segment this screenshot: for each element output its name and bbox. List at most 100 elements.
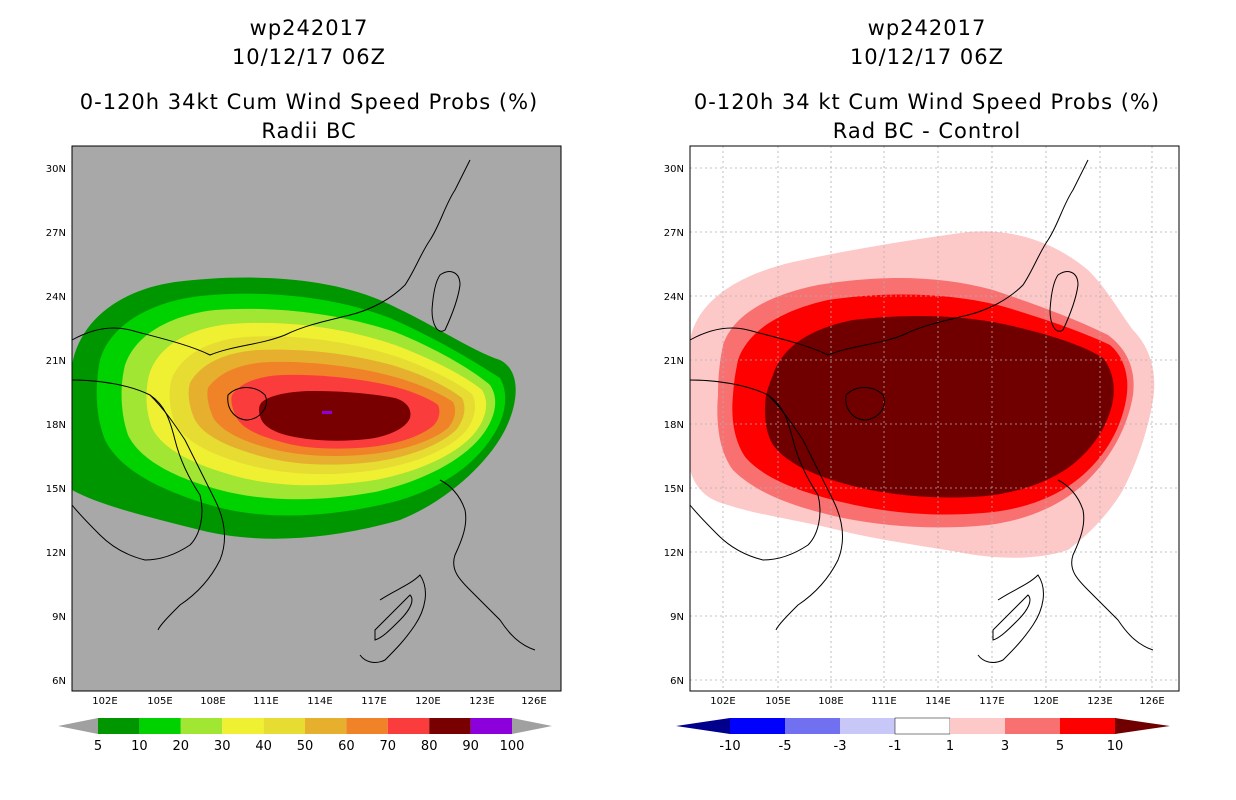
colorbar-swatch-70 [387, 718, 430, 734]
y-tick-21n: 21N [664, 356, 684, 367]
storm-id: wp242017 [249, 16, 369, 40]
chart-subtitle: Radii BC [261, 119, 357, 143]
y-tick-30n: 30N [46, 164, 66, 175]
x-tick-111e: 111E [253, 696, 278, 707]
probability-contours [72, 277, 516, 539]
coastline-taiwan [431, 271, 461, 332]
coastlines [71, 159, 536, 663]
x-tick-117e: 117E [361, 696, 386, 707]
x-tick-108e: 108E [818, 696, 843, 707]
forecast-date: 10/12/17 06Z [231, 45, 387, 69]
y-axis-labels: 30N 27N 24N 21N 18N 15N 12N 9N 6N [664, 164, 684, 687]
coastline-luzon [439, 479, 536, 651]
cb-label-10: 10 [131, 739, 148, 754]
y-tick-9n: 9N [52, 612, 66, 623]
difference-contours [690, 231, 1155, 558]
x-tick-126e: 126E [521, 696, 546, 707]
coastline-hainan [227, 387, 267, 421]
coastline-laos-thailand [71, 394, 203, 561]
cb-label-30: 30 [214, 739, 231, 754]
cb-label-pos3: 3 [1001, 739, 1009, 754]
cb-label-40: 40 [255, 739, 272, 754]
cb-label-60: 60 [338, 739, 355, 754]
cb-label-50: 50 [297, 739, 314, 754]
x-tick-102e: 102E [92, 696, 117, 707]
y-tick-6n: 6N [52, 676, 66, 687]
x-axis-labels: 102E 105E 108E 111E 114E 117E 120E 123E … [92, 696, 546, 707]
cb-label-neg3: -3 [834, 739, 847, 754]
coastline-palawan [374, 594, 413, 641]
y-tick-6n: 6N [670, 676, 684, 687]
colorbar-swatch-30 [222, 718, 264, 734]
colorbar-right-end-high [1115, 718, 1170, 734]
coastline-borneo [977, 574, 1044, 663]
storm-id: wp242017 [867, 16, 987, 40]
colorbar-left-end-low [58, 718, 98, 734]
gridlines [690, 146, 1179, 691]
colorbar-swatch-pos1 [950, 718, 1005, 734]
y-tick-12n: 12N [664, 548, 684, 559]
coastlines [689, 159, 1154, 663]
y-tick-30n: 30N [664, 164, 684, 175]
coastline-hainan [845, 387, 885, 421]
x-tick-117e: 117E [979, 696, 1004, 707]
x-tick-126e: 126E [1139, 696, 1164, 707]
y-axis-labels: 30N 27N 24N 21N 18N 15N 12N 9N 6N [46, 164, 66, 687]
x-tick-108e: 108E [200, 696, 225, 707]
cb-label-90: 90 [462, 739, 479, 754]
map-frame [71, 145, 562, 692]
x-tick-105e: 105E [765, 696, 790, 707]
x-tick-105e: 105E [147, 696, 172, 707]
colorbar-swatch-80 [429, 718, 471, 734]
coastline-china [689, 159, 1089, 356]
contour-80 [258, 391, 411, 441]
x-tick-120e: 120E [415, 696, 440, 707]
colorbar-swatch-20 [180, 718, 223, 734]
coastline-taiwan [1049, 271, 1079, 332]
y-tick-27n: 27N [664, 228, 684, 239]
y-tick-21n: 21N [46, 356, 66, 367]
cb-label-20: 20 [173, 739, 190, 754]
cb-label-5: 5 [94, 739, 102, 754]
colorbar-swatch-40 [263, 718, 305, 734]
cb-label-neg1: -1 [889, 739, 902, 754]
colorbar-swatch-pos3 [1005, 718, 1060, 734]
chart-title: 0-120h 34kt Cum Wind Speed Probs (%) [79, 90, 539, 114]
colorbar-left-end-high [512, 718, 552, 734]
diff-contour-10 [764, 315, 1114, 498]
cb-label-80: 80 [421, 739, 438, 754]
colorbar-swatch-neg5 [785, 718, 840, 734]
x-tick-111e: 111E [871, 696, 896, 707]
colorbar-left: 5 10 20 30 40 50 60 70 80 90 100 [58, 718, 552, 754]
y-tick-15n: 15N [46, 484, 66, 495]
map-left: 30N 27N 24N 21N 18N 15N 12N 9N 6N 102E 1… [46, 145, 562, 754]
cb-label-70: 70 [380, 739, 397, 754]
colorbar-swatch-neg1 [894, 717, 951, 735]
cb-label-pos5: 5 [1056, 739, 1064, 754]
coastline-palawan [992, 594, 1031, 641]
x-tick-102e: 102E [710, 696, 735, 707]
cb-label-pos10: 10 [1107, 739, 1124, 754]
x-tick-114e: 114E [925, 696, 950, 707]
colorbar-right: -10 -5 -3 -1 1 3 5 10 [676, 717, 1170, 754]
colorbar-swatch-90 [470, 718, 512, 734]
x-axis-labels: 102E 105E 108E 111E 114E 117E 120E 123E … [710, 696, 1164, 707]
chart-subtitle: Rad BC - Control [832, 119, 1022, 143]
chart-title: 0-120h 34 kt Cum Wind Speed Probs (%) [693, 90, 1161, 114]
coastline-laos-thailand [689, 394, 821, 561]
coastline-china [71, 159, 471, 356]
y-tick-18n: 18N [664, 420, 684, 431]
colorbar-swatch-neg3 [840, 718, 895, 734]
colorbar-swatch-50 [305, 718, 347, 734]
colorbar-swatch-5 [98, 718, 140, 734]
coastline-vietnam [71, 379, 225, 631]
contour-90 [322, 411, 332, 414]
map-frame [689, 145, 1180, 692]
forecast-date: 10/12/17 06Z [849, 45, 1005, 69]
map-right: 30N 27N 24N 21N 18N 15N 12N 9N 6N 102E 1… [664, 145, 1180, 754]
coastline-vietnam [689, 379, 843, 631]
colorbar-right-end-low [676, 718, 730, 734]
x-tick-114e: 114E [307, 696, 332, 707]
x-tick-123e: 123E [469, 696, 494, 707]
y-tick-9n: 9N [670, 612, 684, 623]
